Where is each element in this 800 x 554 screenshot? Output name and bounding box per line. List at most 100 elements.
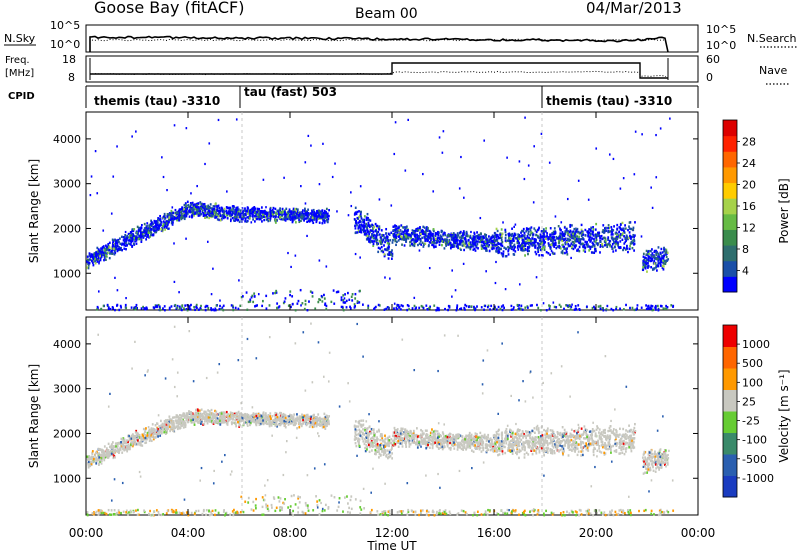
ground-echo	[220, 307, 222, 311]
echo-cell	[527, 252, 529, 256]
echo-cell	[141, 438, 144, 441]
ground-echo	[342, 294, 345, 297]
echo-cell	[618, 234, 621, 238]
echo-cell	[310, 215, 313, 219]
echo-cell	[420, 243, 423, 246]
echo-cell	[272, 215, 275, 218]
echo-cell	[661, 266, 664, 270]
echo-cell	[511, 227, 513, 230]
echo-cell	[633, 243, 635, 246]
echo-cell	[172, 218, 175, 222]
echo-cell	[541, 237, 544, 240]
echo-cell	[125, 446, 128, 449]
ground-echo	[345, 299, 348, 303]
echo-cell	[577, 230, 580, 234]
echo-cell	[365, 238, 368, 241]
echo-cell	[367, 230, 369, 234]
echo-cell	[428, 232, 431, 236]
echo-cell	[360, 231, 363, 234]
echo-cell	[140, 226, 142, 229]
echo-cell	[221, 210, 224, 213]
echo-cell	[521, 241, 524, 244]
echo-cell	[613, 246, 616, 249]
echo-cell	[220, 412, 223, 415]
echo-cell	[102, 454, 105, 457]
echo-cell	[167, 427, 170, 430]
echo-cell	[234, 422, 237, 425]
echo-cell	[666, 251, 669, 254]
echo-cell	[148, 224, 151, 227]
echo-cell	[582, 242, 584, 246]
ground-echo	[309, 290, 312, 293]
echo-cell	[545, 227, 548, 230]
echo-cell	[222, 216, 225, 220]
echo-cell	[398, 234, 401, 237]
sparse-echo	[393, 302, 396, 305]
echo-cell	[115, 245, 118, 248]
echo-cell	[381, 233, 384, 237]
echo-cell	[121, 242, 124, 245]
echo-cell	[642, 268, 645, 272]
echo-cell	[108, 241, 111, 245]
echo-cell	[204, 212, 206, 215]
echo-cell	[327, 217, 330, 221]
echo-cell	[417, 235, 420, 238]
echo-cell	[410, 236, 412, 240]
echo-cell	[303, 214, 306, 217]
echo-cell	[552, 230, 555, 234]
ground-echo	[480, 306, 483, 309]
echo-cell	[180, 415, 183, 418]
echo-cell	[86, 255, 89, 258]
echo-cell	[197, 202, 200, 205]
echo-cell	[547, 244, 550, 247]
ground-echo	[559, 305, 562, 308]
echo-cell	[534, 229, 537, 232]
sparse-echo	[669, 117, 671, 120]
echo-cell	[553, 236, 556, 239]
echo-cell	[642, 262, 645, 265]
echo-cell	[220, 414, 223, 417]
echo-cell	[359, 228, 362, 232]
echo-cell	[163, 217, 166, 220]
echo-cell	[206, 207, 209, 211]
echo-cell	[86, 455, 89, 458]
ground-echo	[168, 308, 171, 311]
echo-cell	[363, 218, 366, 222]
echo-cell	[171, 214, 174, 218]
echo-cell	[135, 429, 138, 433]
ground-echo	[486, 305, 489, 309]
ground-echo	[342, 309, 345, 312]
echo-cell	[212, 207, 215, 211]
echo-cell	[317, 214, 319, 217]
sparse-echo	[517, 248, 520, 251]
sparse-echo	[217, 118, 220, 122]
echo-cell	[507, 248, 510, 251]
echo-cell	[577, 248, 580, 251]
ground-echo	[460, 307, 463, 310]
echo-cell	[389, 239, 392, 242]
echo-cell	[229, 206, 232, 210]
echo-cell	[239, 215, 242, 219]
ground-echo	[396, 303, 399, 307]
echo-cell	[378, 227, 380, 230]
echo-cell	[171, 223, 174, 226]
echo-cell	[276, 212, 278, 216]
echo-cell	[623, 231, 626, 234]
echo-cell	[467, 243, 470, 246]
echo-cell	[206, 422, 209, 425]
echo-cell	[131, 237, 134, 241]
echo-cell	[264, 215, 267, 219]
echo-cell	[441, 240, 444, 243]
echo-cell	[512, 239, 515, 243]
echo-cell	[189, 210, 192, 214]
echo-cell	[100, 462, 103, 465]
echo-cell	[658, 255, 661, 258]
ground-echo	[246, 308, 249, 311]
echo-cell	[498, 247, 500, 250]
echo-cell	[123, 240, 126, 244]
echo-cell	[147, 229, 150, 232]
echo-cell	[90, 462, 93, 466]
echo-cell	[508, 236, 511, 240]
echo-cell	[468, 241, 471, 244]
ground-echo	[231, 304, 234, 308]
